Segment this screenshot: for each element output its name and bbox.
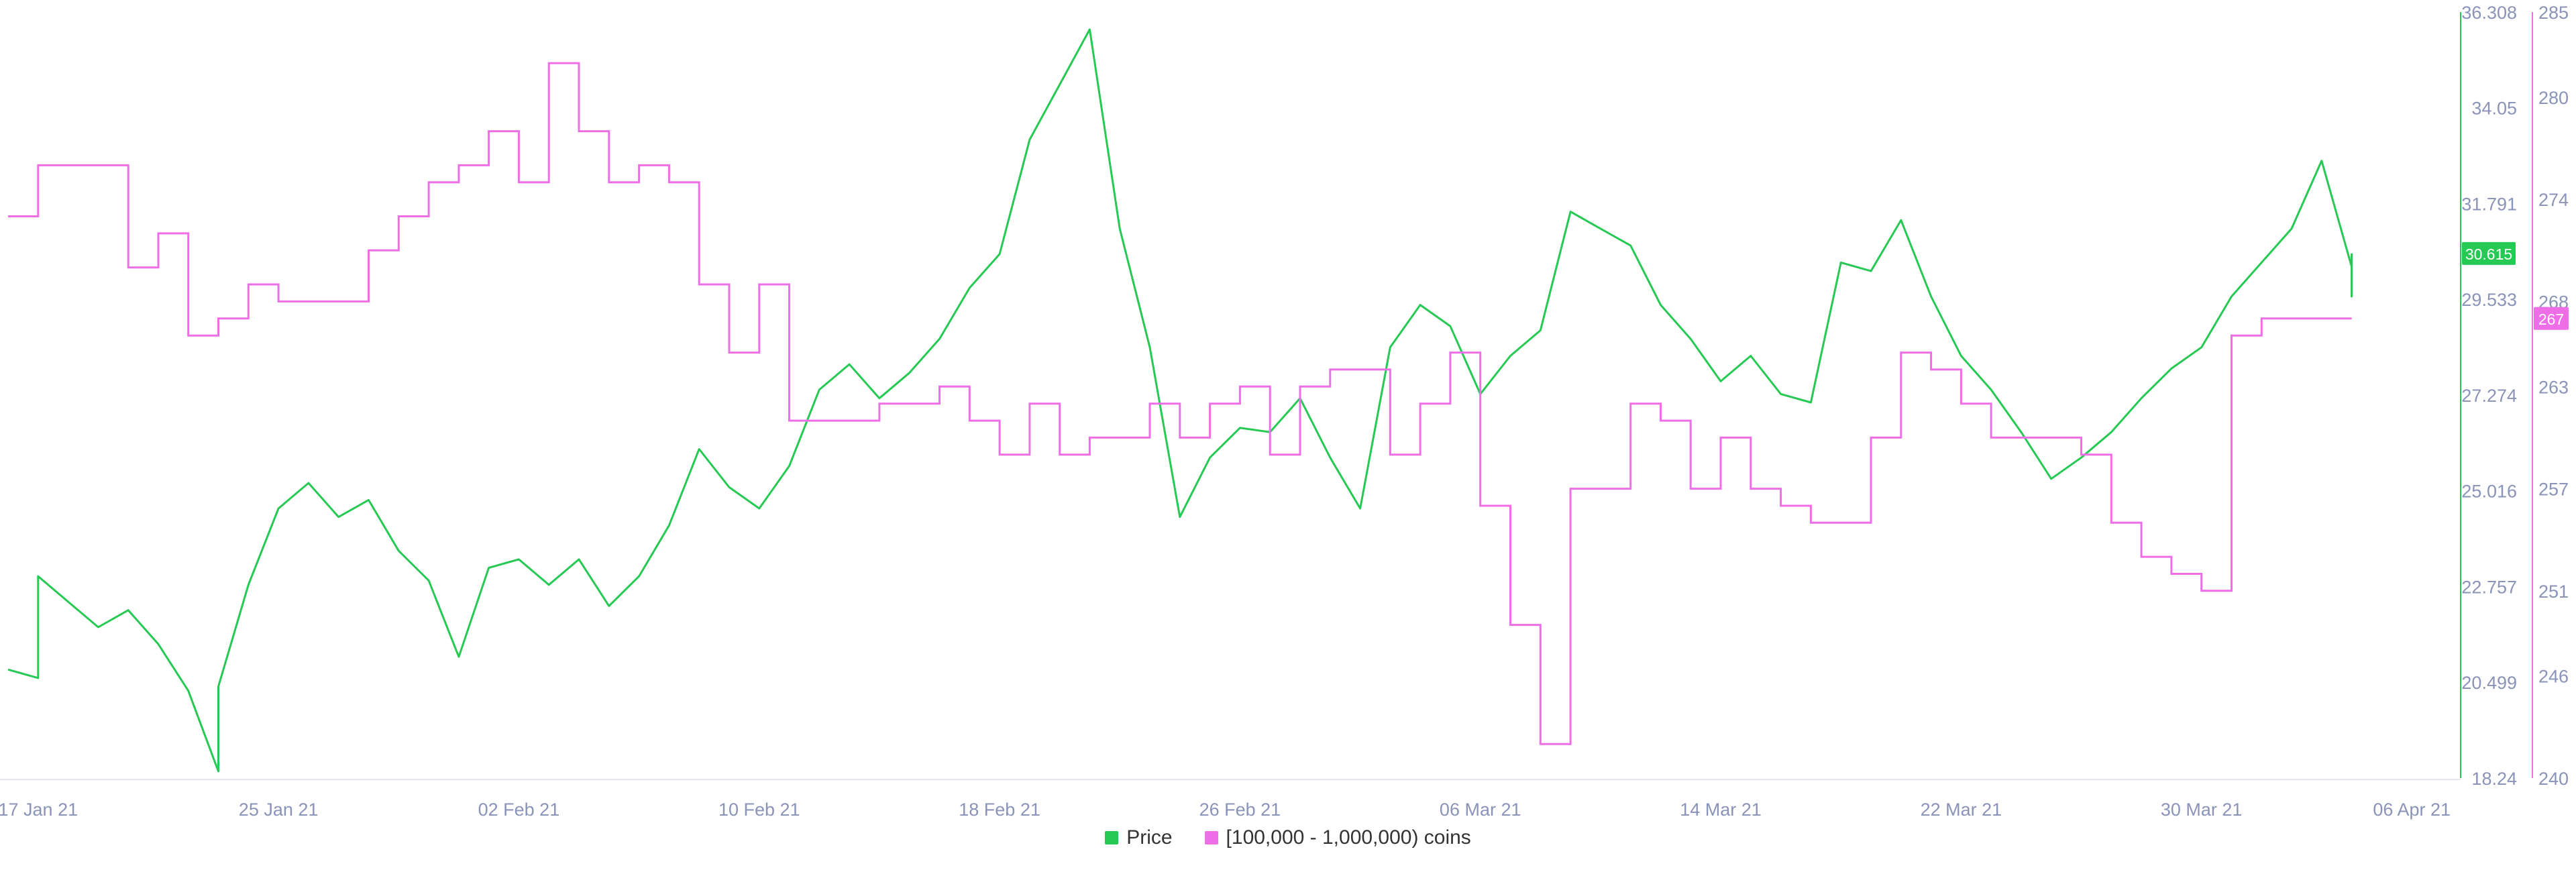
legend-item-coins[interactable]: [100,000 - 1,000,000) coins	[1204, 826, 1471, 849]
y-tick-label-price: 36.308	[2461, 3, 2517, 23]
y-tick-label-coins: 280	[2538, 88, 2569, 108]
legend-item-price[interactable]: Price	[1105, 826, 1173, 849]
y-tick-label-coins: 274	[2538, 190, 2569, 210]
y-tick-label-coins: 257	[2538, 480, 2569, 500]
x-tick-label: 18 Feb 21	[959, 800, 1040, 820]
x-tick-label: 22 Mar 21	[1921, 800, 2002, 820]
legend: Price [100,000 - 1,000,000) coins	[0, 826, 2576, 849]
y-tick-label-price: 22.757	[2461, 578, 2517, 598]
x-tick-label: 06 Mar 21	[1440, 800, 1521, 820]
x-tick-label: 14 Mar 21	[1680, 800, 1762, 820]
y-tick-label-coins: 246	[2538, 667, 2569, 687]
y-tick-label-price: 18.24	[2471, 769, 2517, 789]
x-tick-label: 02 Feb 21	[478, 800, 560, 820]
legend-label-coins: [100,000 - 1,000,000) coins	[1226, 826, 1471, 849]
x-tick-label: 25 Jan 21	[239, 800, 319, 820]
x-tick-label: 17 Jan 21	[0, 800, 78, 820]
x-tick-label: 06 Apr 21	[2373, 800, 2451, 820]
y-axis-price: 18.24 20.499 22.757 25.016 27.274 29.533 31.79…	[2460, 3, 2517, 789]
x-tick-label: 26 Feb 21	[1199, 800, 1281, 820]
y-tick-label-price: 27.274	[2461, 386, 2517, 406]
y-tick-label-price: 29.533	[2461, 290, 2517, 310]
coins-current-value: 267	[2538, 311, 2564, 328]
price-current-value: 30.615	[2465, 246, 2512, 263]
x-tick-label: 30 Mar 21	[2161, 800, 2243, 820]
legend-label-price: Price	[1126, 826, 1173, 849]
y-tick-label-coins: 285	[2538, 3, 2569, 23]
y-tick-label-price: 20.499	[2461, 673, 2517, 693]
series-line-price	[7, 28, 2353, 773]
coins-current-badge	[2534, 307, 2569, 330]
legend-swatch-coins	[1204, 831, 1218, 844]
y-tick-label-coins: 263	[2538, 377, 2569, 397]
x-axis: 17 Jan 21 25 Jan 21 02 Feb 21 10 Feb 21 18 F…	[0, 779, 2461, 820]
y-tick-label-price: 25.016	[2461, 482, 2517, 502]
price-current-badge	[2462, 241, 2516, 265]
legend-swatch-price	[1105, 831, 1119, 844]
y-tick-label-coins: 240	[2538, 769, 2569, 789]
y-tick-label-price: 31.791	[2461, 195, 2517, 215]
y-tick-label-price: 34.05	[2471, 99, 2517, 119]
y-tick-label-coins: 251	[2538, 582, 2569, 602]
series-line-coins	[8, 62, 2352, 745]
plot-area	[7, 28, 2353, 773]
x-tick-label: 10 Feb 21	[718, 800, 800, 820]
